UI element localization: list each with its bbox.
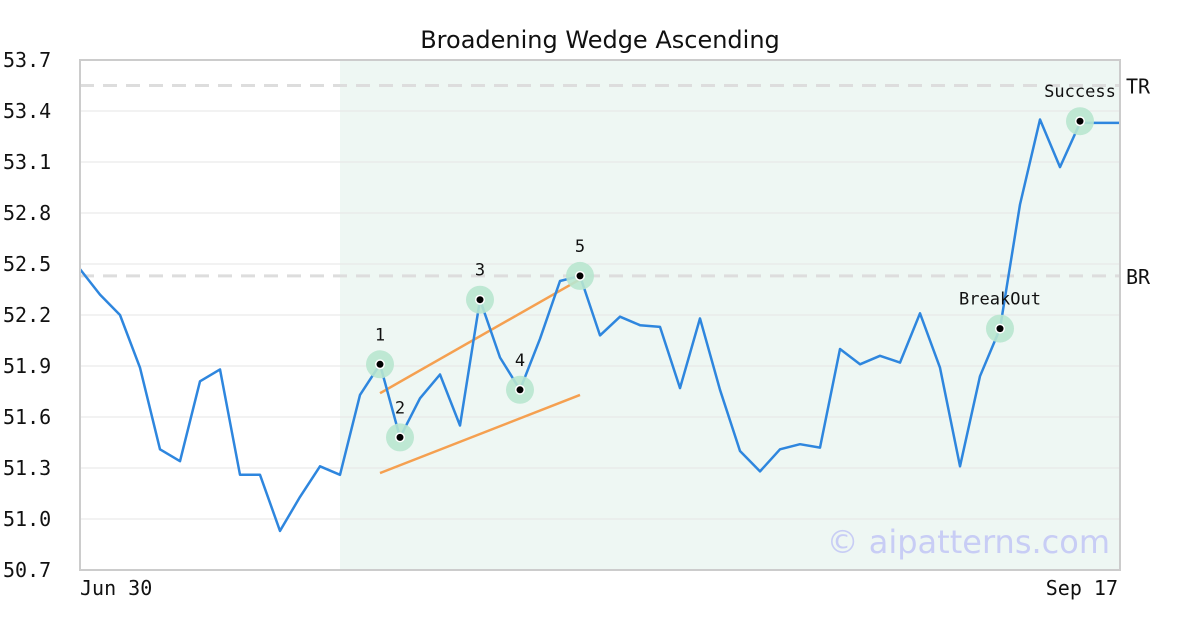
trend-line [379, 278, 581, 395]
plot-frame [79, 59, 1121, 571]
point-label-success: Success [1044, 82, 1116, 102]
y-tick-label: 51.3 [3, 456, 51, 480]
point-dot-breakout [996, 325, 1004, 333]
y-tick-label: 51.6 [3, 405, 51, 429]
trend-line [379, 393, 581, 475]
y-tick-label: 53.4 [3, 99, 51, 123]
point-dot-4 [516, 386, 524, 394]
chart-title: Broadening Wedge Ascending [420, 26, 780, 54]
y-tick-label: 53.1 [3, 150, 51, 174]
point-dot-5 [576, 272, 584, 280]
y-tick-label: 52.2 [3, 303, 51, 327]
x-tick-label: Jun 30 [80, 576, 152, 600]
trend-layer [379, 278, 581, 475]
point-label-1: 1 [375, 325, 385, 345]
point-label-2: 2 [395, 398, 405, 418]
point-dot-success [1076, 117, 1084, 125]
point-label-3: 3 [475, 261, 485, 281]
y-tick-label: 52.5 [3, 252, 51, 276]
point-dot-1 [376, 360, 384, 368]
point-label-breakout: BreakOut [959, 290, 1041, 310]
watermark: © aipatterns.com [827, 523, 1110, 561]
reference-label-tr: TR [1126, 75, 1151, 99]
y-tick-label: 51.0 [3, 507, 51, 531]
price-line [79, 118, 1120, 533]
point-layer [366, 107, 1094, 452]
y-tick-label: 51.9 [3, 354, 51, 378]
point-label-4: 4 [515, 351, 525, 371]
label-layer: 53.7 53.4 53.1 52.8 52.5 52.2 51.9 51.6 51.3 51.0… [3, 48, 1151, 600]
y-tick-label: 50.7 [3, 558, 51, 582]
point-label-5: 5 [575, 237, 585, 257]
reference-layer [80, 84, 1120, 278]
point-dot-3 [476, 296, 484, 304]
reference-label-br: BR [1126, 265, 1151, 289]
line-layer [79, 118, 1120, 533]
y-tick-label: 52.8 [3, 201, 51, 225]
point-dot-2 [396, 433, 404, 441]
y-tick-label: 53.7 [3, 48, 51, 72]
x-tick-label: Sep 17 [1046, 576, 1118, 600]
